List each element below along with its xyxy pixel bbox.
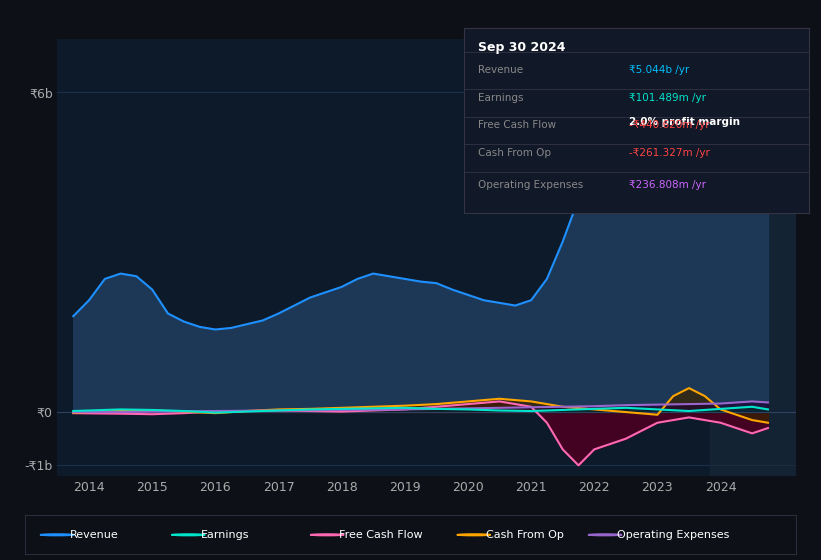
Text: Revenue: Revenue (478, 65, 523, 75)
Text: Sep 30 2024: Sep 30 2024 (478, 41, 565, 54)
Circle shape (40, 534, 74, 536)
Text: Operating Expenses: Operating Expenses (478, 180, 583, 189)
Text: -₹440.620m /yr: -₹440.620m /yr (630, 120, 710, 130)
Text: Earnings: Earnings (478, 93, 523, 102)
Text: Operating Expenses: Operating Expenses (617, 530, 730, 540)
Bar (710, 39, 796, 476)
Text: ₹5.044b /yr: ₹5.044b /yr (630, 65, 690, 75)
Text: Free Cash Flow: Free Cash Flow (340, 530, 423, 540)
Text: Free Cash Flow: Free Cash Flow (478, 120, 556, 130)
Text: Cash From Op: Cash From Op (486, 530, 564, 540)
Text: Revenue: Revenue (70, 530, 118, 540)
Text: -₹261.327m /yr: -₹261.327m /yr (630, 148, 710, 158)
Text: ₹236.808m /yr: ₹236.808m /yr (630, 180, 706, 189)
Text: ₹101.489m /yr: ₹101.489m /yr (630, 93, 706, 102)
Text: 2.0% profit margin: 2.0% profit margin (630, 116, 741, 127)
Circle shape (172, 534, 205, 536)
Text: Earnings: Earnings (200, 530, 249, 540)
Circle shape (456, 534, 491, 536)
Circle shape (588, 534, 622, 536)
Text: Cash From Op: Cash From Op (478, 148, 551, 158)
Circle shape (310, 534, 344, 536)
